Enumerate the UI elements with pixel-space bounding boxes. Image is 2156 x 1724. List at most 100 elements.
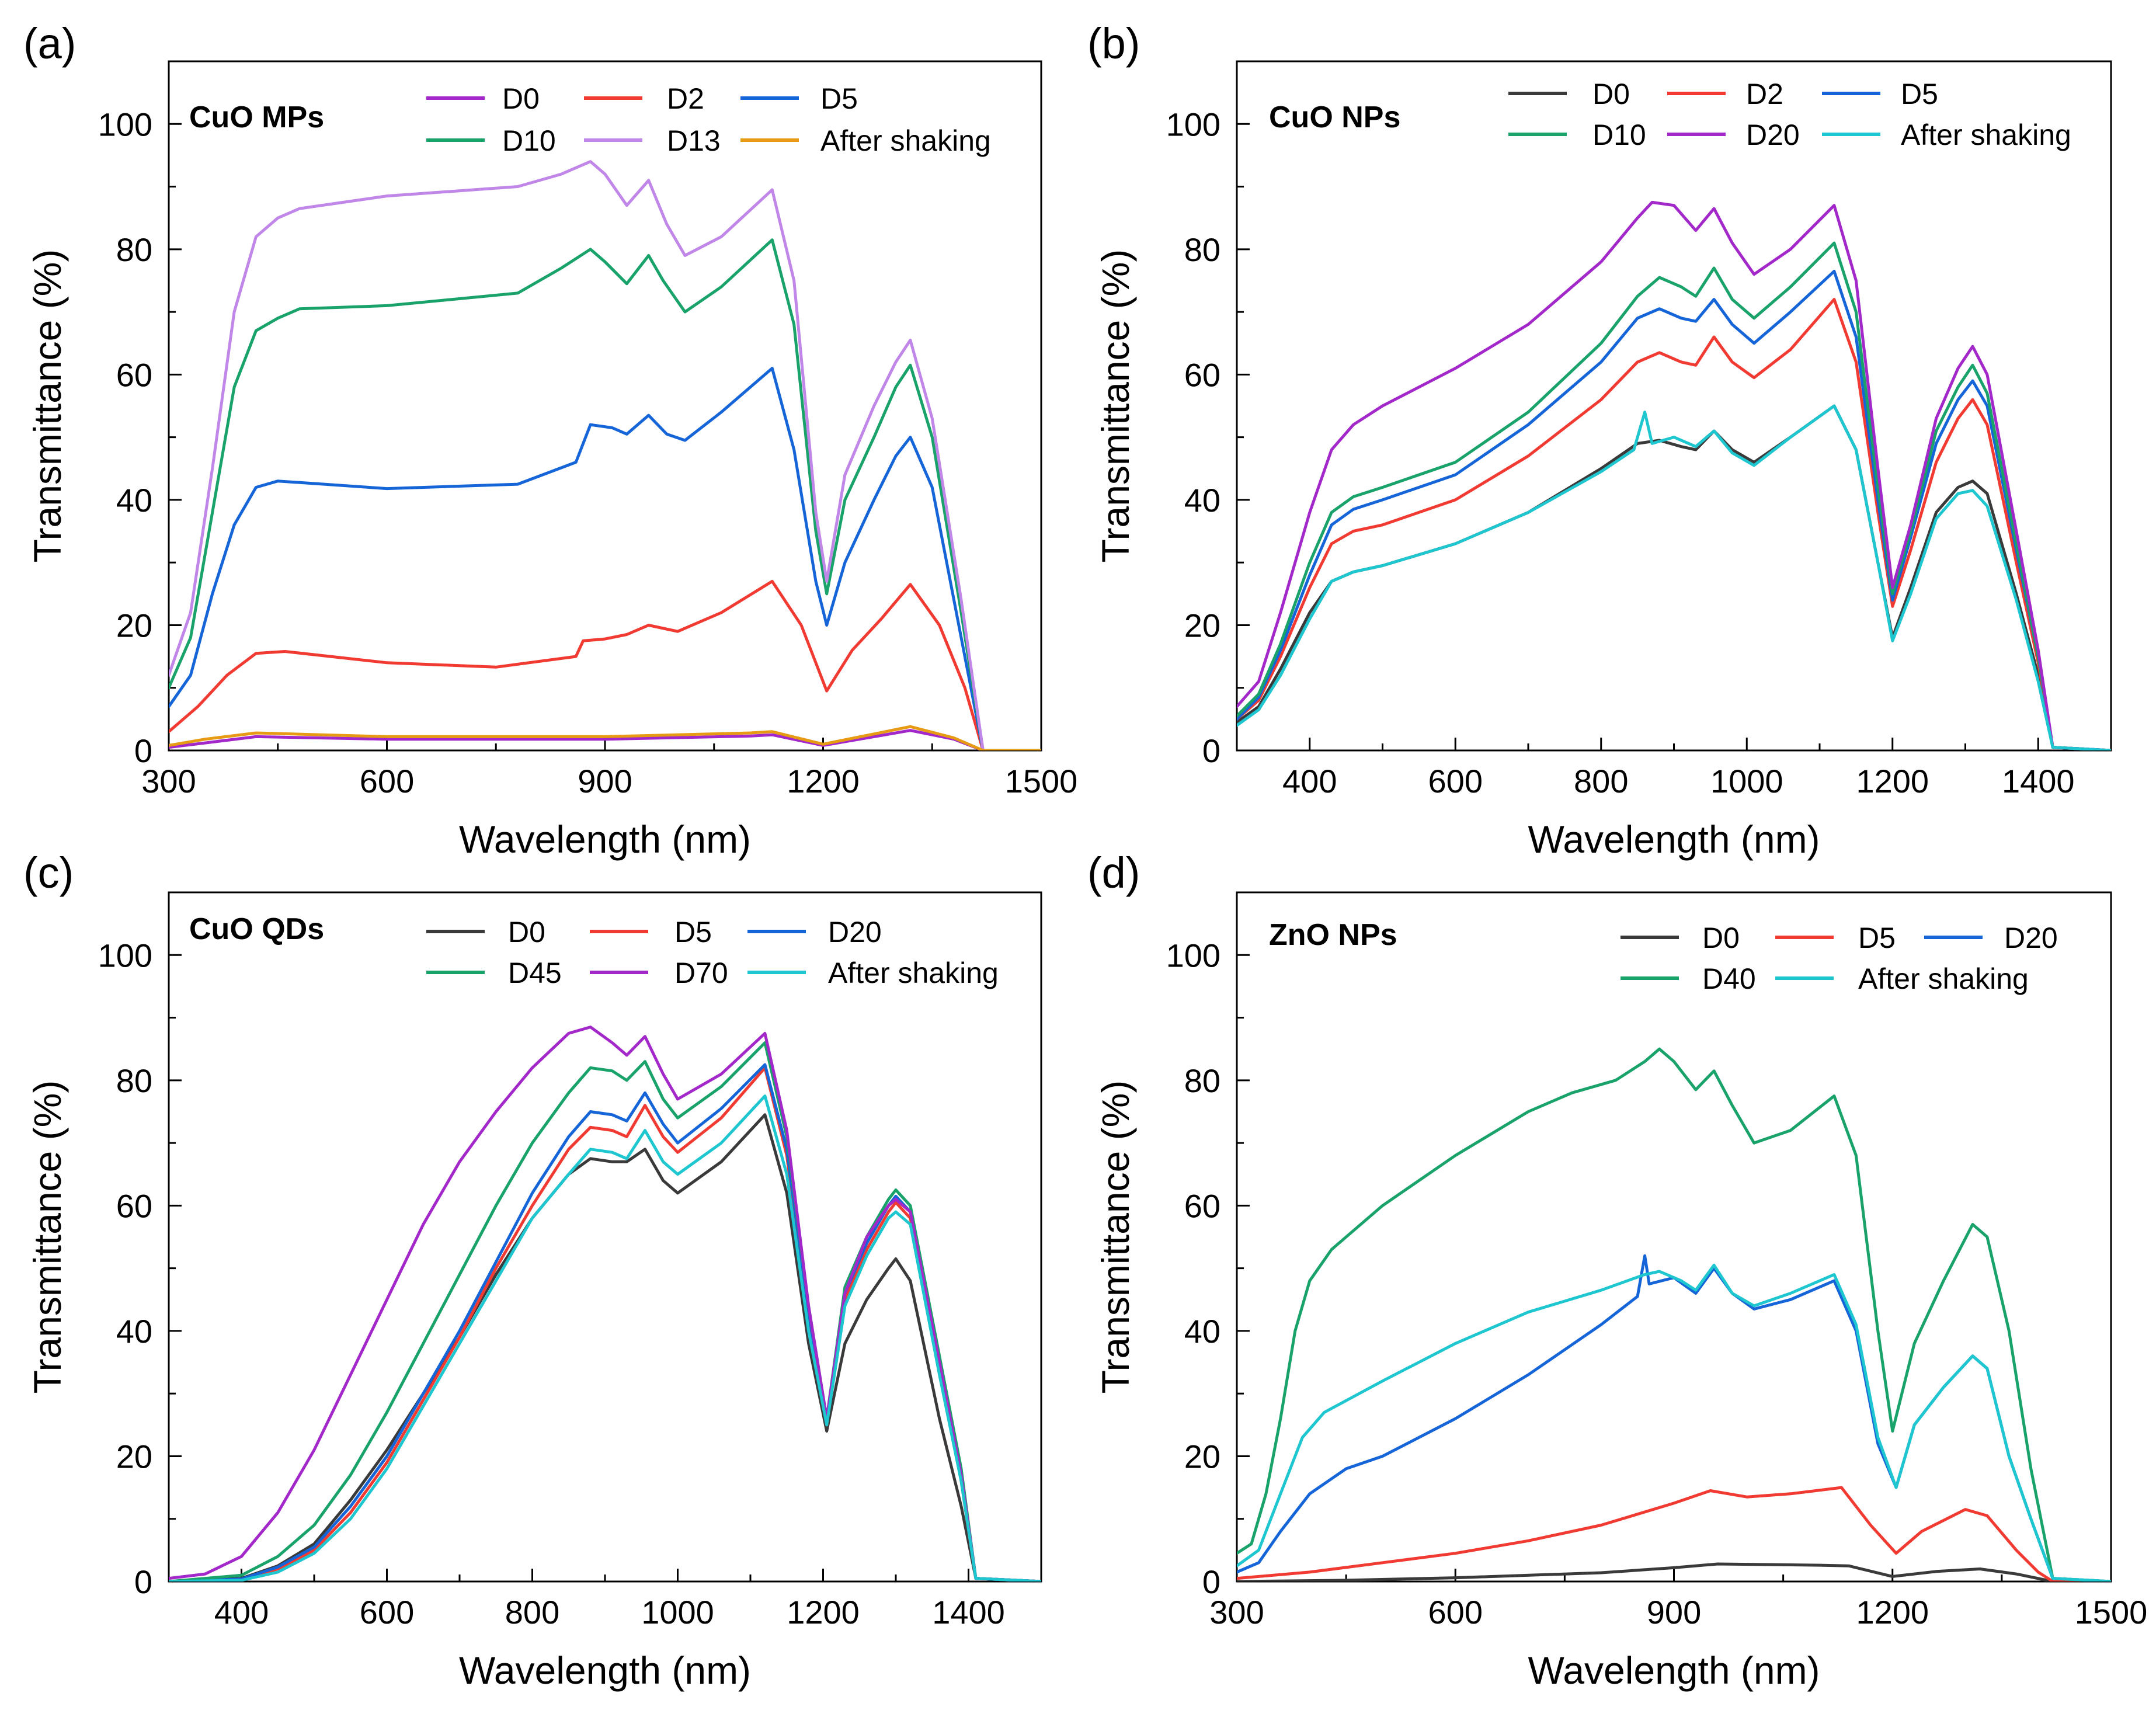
y-tick-label: 40 bbox=[116, 1313, 152, 1350]
series-line-d5 bbox=[1237, 1486, 2111, 1582]
chart-panel: 300 600 900 1200 1500 0 20 40 60 80 100 Wavelength … bbox=[23, 19, 1077, 861]
plot-frame bbox=[168, 60, 1042, 752]
chart-panel: 300 600 900 1200 1500 0 20 40 60 80 100 Wavelength … bbox=[1087, 849, 2147, 1692]
panel-label: (b) bbox=[1087, 19, 1140, 68]
series-line-d70 bbox=[169, 1026, 1041, 1582]
x-tick-label: 300 bbox=[1209, 1594, 1264, 1631]
series-line-d20 bbox=[1237, 200, 2111, 750]
y-tick-label: 80 bbox=[1184, 1062, 1220, 1099]
legend-label: D20 bbox=[1746, 119, 1800, 151]
legend-label: D0 bbox=[508, 916, 545, 948]
x-tick-label: 600 bbox=[1428, 1594, 1483, 1631]
series-group bbox=[169, 1026, 1041, 1582]
plot-frame bbox=[1236, 891, 2112, 1583]
x-tick-label: 800 bbox=[505, 1594, 559, 1631]
x-axis-title: Wavelength (nm) bbox=[459, 1649, 751, 1692]
y-tick-label: 20 bbox=[116, 1438, 152, 1475]
series-group bbox=[169, 160, 1041, 750]
legend-label: After shaking bbox=[1901, 119, 2071, 151]
y-axis-title: Transmittance (%) bbox=[26, 249, 69, 563]
legend-label: D5 bbox=[1858, 922, 1896, 954]
panel-label: (d) bbox=[1087, 849, 1140, 897]
y-tick-label: 100 bbox=[98, 937, 152, 974]
y-tick-label: 80 bbox=[1184, 231, 1220, 268]
panel-label: (a) bbox=[23, 19, 76, 68]
sample-title: ZnO NPs bbox=[1269, 918, 1397, 952]
x-tick-label: 1200 bbox=[787, 763, 860, 800]
legend-label: D5 bbox=[820, 82, 858, 115]
sample-title: CuO QDs bbox=[189, 912, 324, 946]
series-line-d13 bbox=[169, 160, 1041, 750]
x-tick-label: 400 bbox=[214, 1594, 269, 1631]
series-line-d2 bbox=[1237, 298, 2111, 750]
legend-label: After shaking bbox=[1858, 962, 2029, 995]
x-tick-label: 300 bbox=[141, 763, 196, 800]
y-tick-label: 20 bbox=[1184, 607, 1220, 644]
series-group bbox=[1237, 200, 2111, 750]
series-line-d5 bbox=[1237, 269, 2111, 750]
y-tick-label: 100 bbox=[1166, 106, 1220, 142]
series-line-d0 bbox=[1237, 404, 2111, 750]
y-tick-label: 20 bbox=[1184, 1438, 1220, 1475]
y-axis-title: Transmittance (%) bbox=[1094, 1080, 1137, 1394]
legend-label: D45 bbox=[508, 957, 562, 989]
y-axis-title: Transmittance (%) bbox=[1094, 249, 1137, 563]
plot-frame bbox=[168, 891, 1042, 1583]
legend: D0 D5 D20 D40 After shaking bbox=[1621, 922, 2058, 995]
legend-label: D0 bbox=[1592, 78, 1630, 110]
series-line-d5 bbox=[169, 1066, 1041, 1582]
series-group bbox=[1237, 1047, 2111, 1582]
legend-label: D2 bbox=[1746, 78, 1783, 110]
series-line-after-shaking bbox=[1237, 1263, 2111, 1582]
series-line-d2 bbox=[169, 579, 1041, 750]
chart-panel: 400 600 800 1000 1200 1400 0 20 40 60 80 100 Wavelen… bbox=[23, 849, 1042, 1692]
series-line-d0 bbox=[1237, 1562, 2111, 1582]
x-tick-label: 1000 bbox=[641, 1594, 714, 1631]
legend-label: After shaking bbox=[828, 957, 999, 989]
legend-label: D40 bbox=[1702, 962, 1756, 995]
y-tick-label: 60 bbox=[116, 1187, 152, 1224]
chart-panel: 400 600 800 1000 1200 1400 0 20 40 60 80 100 Wavelen… bbox=[1087, 19, 2112, 861]
y-tick-label: 80 bbox=[116, 1062, 152, 1099]
legend-label: D70 bbox=[674, 957, 728, 989]
x-axis-title: Wavelength (nm) bbox=[1528, 1649, 1820, 1692]
y-tick-label: 20 bbox=[116, 607, 152, 644]
y-tick-label: 40 bbox=[1184, 1313, 1220, 1350]
legend-label: D2 bbox=[667, 82, 704, 115]
sample-title: CuO NPs bbox=[1269, 100, 1400, 134]
x-tick-label: 400 bbox=[1282, 763, 1337, 800]
legend-label: D5 bbox=[1901, 78, 1938, 110]
legend-label: D13 bbox=[667, 124, 721, 157]
y-tick-label: 40 bbox=[116, 482, 152, 519]
y-tick-label: 0 bbox=[1202, 732, 1220, 769]
legend-label: D10 bbox=[502, 124, 556, 157]
y-tick-label: 100 bbox=[1166, 937, 1220, 974]
series-line-after-shaking bbox=[169, 1094, 1041, 1582]
y-tick-label: 60 bbox=[116, 356, 152, 393]
series-line-d5 bbox=[169, 367, 1041, 750]
x-tick-label: 600 bbox=[360, 1594, 414, 1631]
series-line-d40 bbox=[1237, 1047, 2111, 1582]
y-tick-label: 60 bbox=[1184, 356, 1220, 393]
legend-label: D20 bbox=[828, 916, 882, 948]
x-tick-label: 600 bbox=[360, 763, 414, 800]
series-line-after-shaking bbox=[169, 725, 1041, 750]
legend-label: D0 bbox=[502, 82, 540, 115]
x-tick-label: 1200 bbox=[787, 1594, 860, 1631]
y-axis-title: Transmittance (%) bbox=[26, 1080, 69, 1394]
series-line-d20 bbox=[169, 1063, 1041, 1582]
x-tick-label: 600 bbox=[1428, 763, 1483, 800]
x-tick-label: 1000 bbox=[1710, 763, 1783, 800]
plot-frame bbox=[1236, 60, 2112, 752]
x-tick-label: 900 bbox=[578, 763, 632, 800]
series-line-d20 bbox=[1237, 1254, 2111, 1582]
y-tick-label: 40 bbox=[1184, 482, 1220, 519]
legend: D0 D5 D20 D45 D70 After shaking bbox=[426, 916, 999, 989]
legend-label: After shaking bbox=[820, 124, 991, 157]
x-tick-label: 1500 bbox=[2075, 1594, 2148, 1631]
x-tick-label: 1200 bbox=[1856, 1594, 1929, 1631]
series-line-d45 bbox=[169, 1041, 1041, 1582]
sample-title: CuO MPs bbox=[189, 100, 324, 134]
y-tick-label: 0 bbox=[134, 732, 152, 769]
